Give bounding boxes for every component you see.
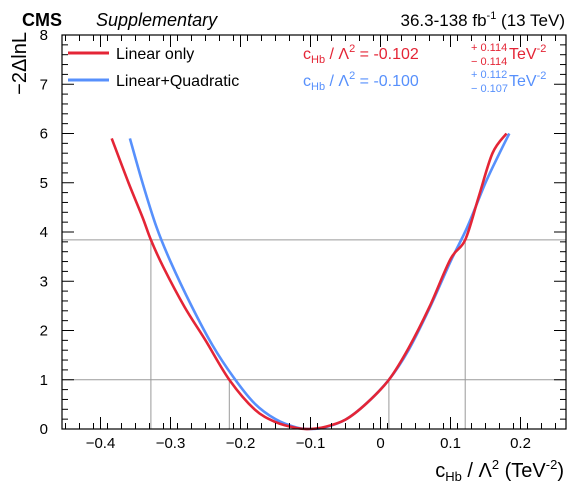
- svg-text:TeV-2: TeV-2: [509, 70, 546, 90]
- y-tick-label: 7: [40, 76, 48, 93]
- y-tick-label: 8: [40, 27, 48, 44]
- svg-text:+ 0.112: + 0.112: [471, 69, 507, 81]
- fit-result-linear-quadratic: cHb / Λ2 = -0.100 + 0.112 − 0.107 TeV-2: [303, 69, 546, 95]
- experiment-sublabel: Supplementary: [96, 10, 218, 30]
- svg-text:TeV-2: TeV-2: [509, 43, 546, 63]
- x-tick-label: 0: [376, 435, 384, 452]
- fit-result-linear-only: cHb / Λ2 = -0.102 + 0.114 − 0.114 TeV-2: [303, 42, 546, 68]
- series-line-linear-quadratic: [128, 132, 511, 431]
- experiment-label: CMS: [22, 10, 62, 30]
- plot-area: −0.4 −0.3 −0.2 −0.1 0 0.1 0.2 0 1 2 3 4 5 6 7 8: [40, 27, 567, 452]
- legend: Linear only Linear+Quadratic: [68, 46, 239, 90]
- svg-text:− 0.114: − 0.114: [471, 56, 507, 68]
- y-tick-label: 3: [40, 273, 48, 290]
- series-line-linear-only: [110, 132, 508, 431]
- y-tick-label: 0: [40, 421, 48, 438]
- x-tick-label: 0.2: [510, 435, 531, 452]
- svg-text:cHb / Λ2 = -0.100: cHb / Λ2 = -0.100: [303, 70, 419, 93]
- legend-label-linear-quadratic: Linear+Quadratic: [116, 73, 239, 90]
- svg-text:cHb / Λ2 = -0.102: cHb / Λ2 = -0.102: [303, 43, 419, 66]
- y-tick-label: 2: [40, 323, 48, 340]
- luminosity-label: 36.3-138 fb-1 (13 TeV): [401, 10, 565, 30]
- x-tick-label: −0.1: [296, 435, 326, 452]
- x-tick-label: −0.3: [156, 435, 186, 452]
- x-tick-label: 0.1: [440, 435, 461, 452]
- y-tick-label: 4: [40, 224, 48, 241]
- y-tick-label: 6: [40, 126, 48, 143]
- y-tick-label: 5: [40, 175, 48, 192]
- y-tick-label: 1: [40, 372, 48, 389]
- x-tick-label: −0.4: [86, 435, 116, 452]
- x-axis-label: cHb / Λ2 (TeV-2): [435, 457, 564, 484]
- x-tick-label: −0.2: [226, 435, 256, 452]
- y-axis-label: −2ΔlnL: [9, 32, 31, 95]
- svg-text:+ 0.114: + 0.114: [471, 42, 507, 54]
- svg-text:− 0.107: − 0.107: [471, 83, 508, 95]
- legend-label-linear-only: Linear only: [116, 46, 194, 63]
